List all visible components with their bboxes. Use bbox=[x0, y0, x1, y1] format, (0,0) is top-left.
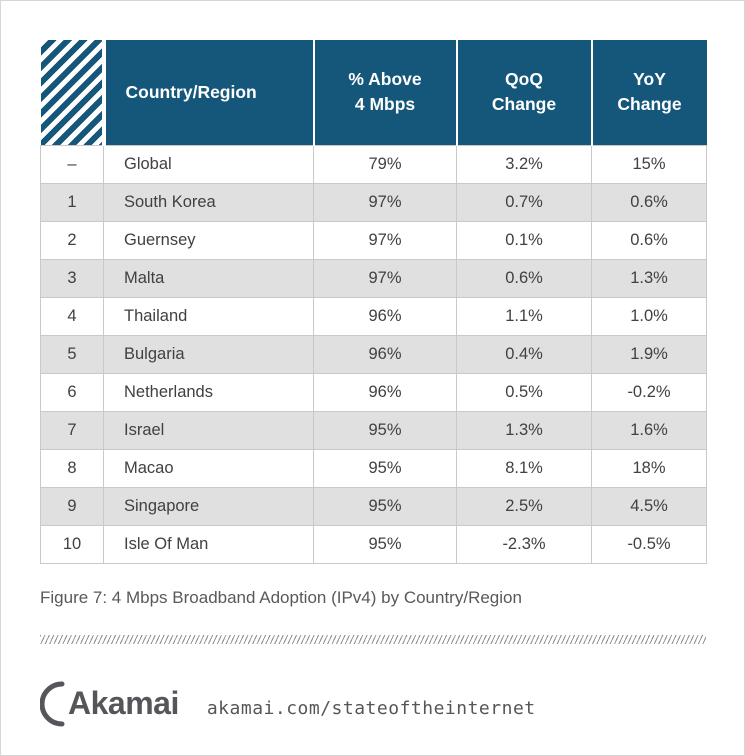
yoy-change-cell: 1.3% bbox=[591, 258, 707, 298]
rank-cell: 8 bbox=[40, 448, 104, 488]
pct-above-4mbps-cell: 96% bbox=[313, 334, 457, 374]
country-cell: South Korea bbox=[103, 182, 314, 222]
country-cell: Malta bbox=[103, 258, 314, 298]
rank-column-header-stripes bbox=[40, 40, 106, 145]
table-header: Country/Region % Above 4 Mbps QoQ Change… bbox=[40, 40, 707, 145]
country-column-header: Country/Region bbox=[103, 40, 314, 145]
rank-cell: 7 bbox=[40, 410, 104, 450]
rank-cell: 1 bbox=[40, 182, 104, 222]
country-cell: Global bbox=[103, 144, 314, 184]
qoq-change-cell: 0.1% bbox=[456, 220, 592, 260]
country-cell: Guernsey bbox=[103, 220, 314, 260]
qoq-change-cell: 1.1% bbox=[456, 296, 592, 336]
qoq-change-column-label: QoQ Change bbox=[491, 68, 557, 115]
akamai-swoosh-icon bbox=[40, 681, 65, 726]
pct-above-4mbps-cell: 96% bbox=[313, 372, 457, 412]
header-row: Country/Region % Above 4 Mbps QoQ Change… bbox=[40, 40, 707, 145]
yoy-change-column-header: YoY Change bbox=[590, 40, 707, 145]
rank-cell: 10 bbox=[40, 524, 104, 564]
pct-above-4mbps-cell: 95% bbox=[313, 524, 457, 564]
yoy-change-cell: -0.5% bbox=[591, 524, 707, 564]
table-body: – Global 79% 3.2% 15% 1 South Korea 97% … bbox=[40, 144, 707, 564]
pct-above-4mbps-cell: 95% bbox=[313, 410, 457, 450]
pct-above-4mbps-cell: 95% bbox=[313, 486, 457, 526]
qoq-change-cell: -2.3% bbox=[456, 524, 592, 564]
rank-cell: 2 bbox=[40, 220, 104, 260]
rank-cell: 9 bbox=[40, 486, 104, 526]
table-row: 7 Israel 95% 1.3% 1.6% bbox=[40, 410, 707, 450]
yoy-change-cell: 4.5% bbox=[591, 486, 707, 526]
country-cell: Isle Of Man bbox=[103, 524, 314, 564]
table-row: 2 Guernsey 97% 0.1% 0.6% bbox=[40, 220, 707, 260]
figure-caption: Figure 7: 4 Mbps Broadband Adoption (IPv… bbox=[40, 587, 522, 607]
table-row: 5 Bulgaria 96% 0.4% 1.9% bbox=[40, 334, 707, 374]
yoy-change-cell: 0.6% bbox=[591, 182, 707, 222]
qoq-change-column-header: QoQ Change bbox=[455, 40, 592, 145]
yoy-change-cell: -0.2% bbox=[591, 372, 707, 412]
qoq-change-cell: 0.5% bbox=[456, 372, 592, 412]
pct-above-4mbps-cell: 79% bbox=[313, 144, 457, 184]
qoq-change-cell: 2.5% bbox=[456, 486, 592, 526]
footer: Akamai akamai.com/stateoftheinternet bbox=[40, 680, 705, 728]
pct-above-4mbps-column-header: % Above 4 Mbps bbox=[312, 40, 457, 145]
country-cell: Thailand bbox=[103, 296, 314, 336]
akamai-wordmark: Akamai bbox=[68, 685, 179, 721]
rank-cell: 6 bbox=[40, 372, 104, 412]
table-row: – Global 79% 3.2% 15% bbox=[40, 144, 707, 184]
country-cell: Singapore bbox=[103, 486, 314, 526]
qoq-change-cell: 3.2% bbox=[456, 144, 592, 184]
rank-cell: 5 bbox=[40, 334, 104, 374]
footer-url: akamai.com/stateoftheinternet bbox=[206, 698, 536, 719]
yoy-change-cell: 1.6% bbox=[591, 410, 707, 450]
yoy-change-cell: 0.6% bbox=[591, 220, 707, 260]
akamai-logo: Akamai bbox=[40, 680, 179, 728]
table-row: 4 Thailand 96% 1.1% 1.0% bbox=[40, 296, 707, 336]
pct-above-4mbps-cell: 95% bbox=[313, 448, 457, 488]
country-cell: Netherlands bbox=[103, 372, 314, 412]
table-row: 10 Isle Of Man 95% -2.3% -0.5% bbox=[40, 524, 707, 564]
yoy-change-cell: 18% bbox=[591, 448, 707, 488]
pct-above-4mbps-cell: 96% bbox=[313, 296, 457, 336]
table-row: 9 Singapore 95% 2.5% 4.5% bbox=[40, 486, 707, 526]
yoy-change-cell: 15% bbox=[591, 144, 707, 184]
pct-above-4mbps-cell: 97% bbox=[313, 220, 457, 260]
country-cell: Macao bbox=[103, 448, 314, 488]
table-row: 3 Malta 97% 0.6% 1.3% bbox=[40, 258, 707, 298]
yoy-change-cell: 1.0% bbox=[591, 296, 707, 336]
pct-above-4mbps-column-label: % Above 4 Mbps bbox=[348, 68, 422, 115]
qoq-change-cell: 0.6% bbox=[456, 258, 592, 298]
pct-above-4mbps-cell: 97% bbox=[313, 182, 457, 222]
country-cell: Israel bbox=[103, 410, 314, 450]
broadband-adoption-table: Country/Region % Above 4 Mbps QoQ Change… bbox=[40, 40, 707, 564]
qoq-change-cell: 0.4% bbox=[456, 334, 592, 374]
rank-cell: – bbox=[40, 144, 104, 184]
qoq-change-cell: 1.3% bbox=[456, 410, 592, 450]
table-row: 1 South Korea 97% 0.7% 0.6% bbox=[40, 182, 707, 222]
yoy-change-cell: 1.9% bbox=[591, 334, 707, 374]
country-cell: Bulgaria bbox=[103, 334, 314, 374]
qoq-change-cell: 8.1% bbox=[456, 448, 592, 488]
qoq-change-cell: 0.7% bbox=[456, 182, 592, 222]
table-row: 8 Macao 95% 8.1% 18% bbox=[40, 448, 707, 488]
rank-cell: 3 bbox=[40, 258, 104, 298]
pct-above-4mbps-cell: 97% bbox=[313, 258, 457, 298]
yoy-change-column-label: YoY Change bbox=[617, 68, 682, 115]
table-row: 6 Netherlands 96% 0.5% -0.2% bbox=[40, 372, 707, 412]
hatched-divider bbox=[40, 634, 706, 644]
rank-cell: 4 bbox=[40, 296, 104, 336]
